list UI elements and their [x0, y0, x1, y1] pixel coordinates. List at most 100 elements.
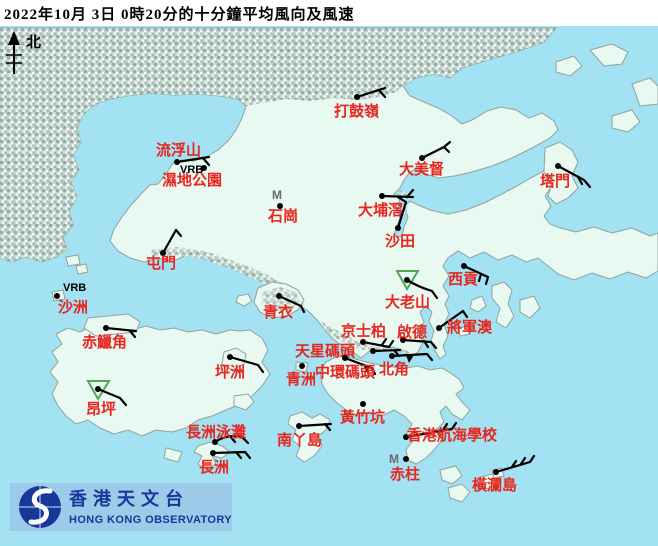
island-kau-sai-chau: [491, 281, 515, 329]
wind-barb: [104, 326, 138, 339]
station-dot: [354, 94, 360, 100]
station-dot: [296, 423, 302, 429]
island-lung-kwu: [75, 263, 89, 275]
land-mainland: [0, 27, 658, 360]
station-dot: [212, 439, 218, 445]
station-dot: [400, 337, 406, 343]
island-ma-wan: [235, 293, 253, 307]
station-wong-chuk-hang: 黃竹坑: [340, 401, 385, 426]
station-label: 長洲泳灘: [186, 423, 246, 441]
station-dot: [54, 293, 60, 299]
station-label: 大美督: [399, 160, 444, 178]
station-green-island: 青洲: [286, 363, 316, 388]
station-ta-kwu-ling: 打鼓嶺: [334, 86, 387, 120]
title-band: [0, 0, 658, 26]
station-dot: [370, 348, 376, 354]
island-sharp: [469, 295, 487, 313]
wind-barb: [297, 422, 333, 432]
island-beaufort: [439, 465, 463, 485]
island-kat-o: [555, 55, 583, 77]
station-label: 沙洲: [58, 299, 88, 316]
station-label: 流浮山: [156, 141, 201, 159]
station-lamma-island: 南丫島: [277, 422, 333, 449]
station-label: 香港航海學校: [407, 426, 498, 444]
station-dot: [436, 325, 442, 331]
station-label: 大埔滘: [358, 201, 403, 219]
station-star-ferry-pier: 天星碼頭: [295, 343, 402, 360]
north-label: 北: [26, 34, 41, 51]
wind-barb: [494, 454, 536, 474]
north-arrow: [6, 31, 22, 74]
station-label: 橫瀾島: [472, 476, 517, 494]
wind-barb: [361, 337, 395, 349]
wind-barb: [405, 278, 439, 300]
station-dot: [299, 363, 305, 369]
station-marker-m: M: [389, 452, 399, 466]
station-dot: [160, 250, 166, 256]
station-waglan-island: 橫瀾島: [472, 454, 536, 494]
wind-barb: [401, 338, 438, 350]
station-dot: [395, 225, 401, 231]
station-label: 中環碼頭: [315, 363, 376, 381]
station-dot: [277, 203, 283, 209]
station-label: 大老山: [385, 293, 430, 311]
station-north-point: 北角: [379, 352, 434, 378]
station-label: 啟德: [397, 323, 427, 341]
station-stanley: M赤柱: [389, 452, 420, 483]
station-sai-kung: 西貢: [448, 263, 490, 288]
station-cheung-chau: 長洲: [199, 450, 252, 476]
wind-barb: [161, 228, 183, 255]
station-label: 將軍澳: [447, 318, 493, 336]
station-dot: [379, 193, 385, 199]
station-label: 天星碼頭: [295, 343, 356, 360]
station-label: 北角: [379, 360, 409, 378]
logo-text-chinese: 香港天文台: [68, 488, 189, 509]
station-cheung-chau-beach: 長洲泳灘: [186, 423, 250, 445]
hill-station-triangle: [395, 270, 420, 291]
station-dot: [404, 277, 410, 283]
station-peng-chau: 坪洲: [215, 354, 265, 381]
island-jin: [519, 295, 541, 319]
logo-text-english: HONG KONG OBSERVATORY: [69, 514, 232, 526]
hko-logo-s-swirl: [28, 488, 53, 525]
island-tap-mun: [543, 141, 579, 205]
station-dot: [174, 159, 180, 165]
station-dot: [210, 450, 216, 456]
station-dot: [103, 325, 109, 331]
station-label: 西貢: [448, 271, 478, 288]
hill-station-triangle: [86, 380, 111, 401]
station-label: 打鼓嶺: [334, 102, 379, 120]
station-tates-cairn: 大老山: [385, 270, 439, 311]
wind-barb: [228, 355, 265, 374]
wind-barb: [355, 86, 387, 99]
urban-shenzhen: [0, 28, 556, 262]
station-dot: [342, 355, 348, 361]
station-kings-park: 京士柏: [341, 322, 395, 349]
station-dot: [201, 165, 207, 171]
urban-tsing-yi: [262, 287, 300, 312]
station-dot: [493, 469, 499, 475]
island-cheung-chau: [193, 441, 231, 471]
station-label: 南丫島: [277, 431, 322, 449]
station-label: 濕地公園: [162, 171, 222, 189]
station-label: 沙田: [385, 233, 415, 250]
island-hong-kong: [319, 355, 471, 465]
station-tai-po-kau: 大埔滘: [358, 188, 415, 219]
island-sha-chau-2: [65, 254, 81, 267]
island-mirs-2: [631, 77, 658, 107]
station-dot: [419, 155, 425, 161]
station-label: 石崗: [267, 207, 298, 225]
islands: [49, 43, 658, 503]
station-ngong-ping: 昂坪: [86, 380, 128, 418]
station-label: 赤柱: [390, 465, 420, 483]
station-label: 昂坪: [86, 401, 116, 418]
wind-barb: [556, 164, 592, 189]
island-sung-kong: [447, 483, 471, 503]
station-marker-vrb: VRB: [63, 282, 86, 294]
station-marker-m: M: [272, 188, 282, 202]
wind-barb: [343, 356, 377, 376]
station-dot: [360, 339, 366, 345]
island-shek-kwu-chau: [163, 447, 183, 463]
